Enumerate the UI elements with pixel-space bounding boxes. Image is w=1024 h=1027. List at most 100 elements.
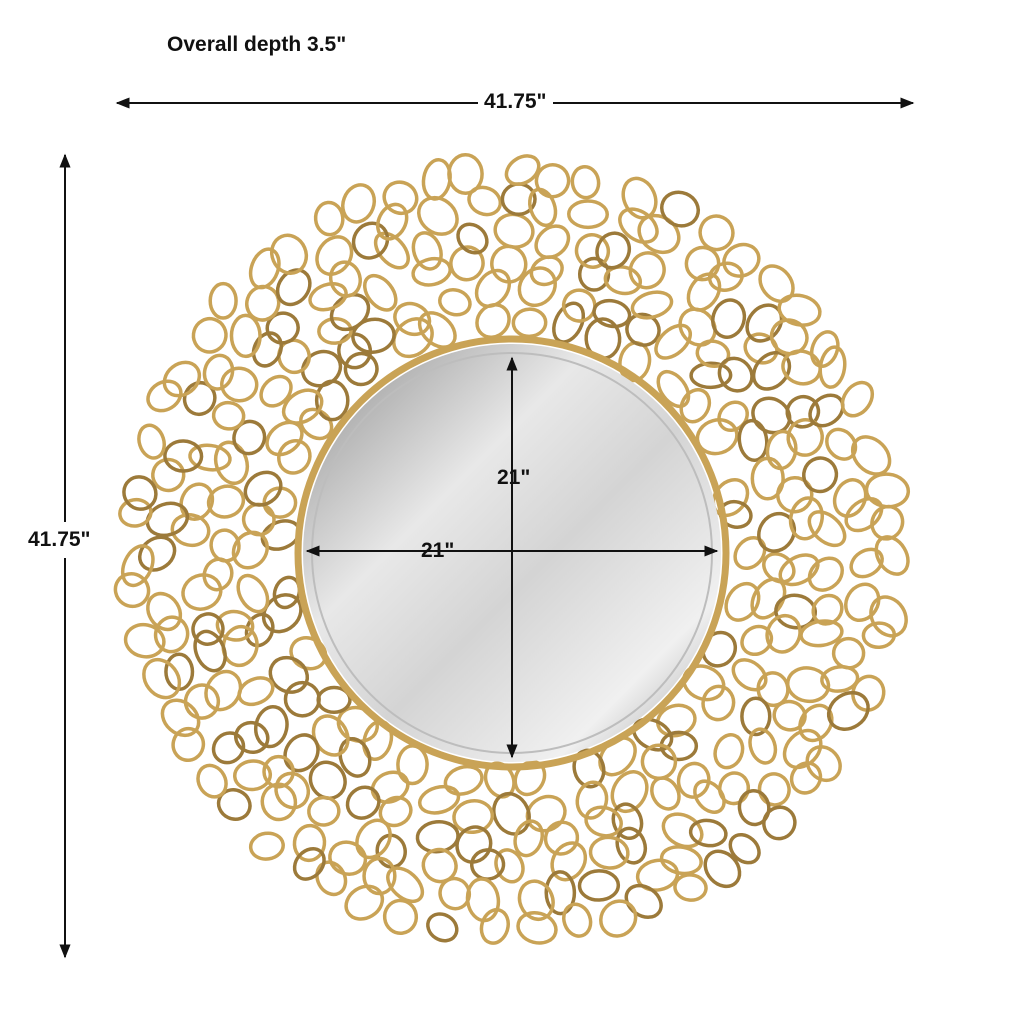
gold-loop	[807, 510, 847, 548]
gold-loop	[621, 176, 658, 220]
gold-loop	[122, 475, 158, 511]
gold-loop	[351, 317, 396, 354]
gold-loop	[844, 582, 881, 622]
gold-loop	[311, 714, 350, 757]
gold-loop	[137, 423, 166, 460]
gold-loop	[268, 655, 310, 694]
gold-loop	[209, 528, 241, 563]
gold-loop	[120, 544, 155, 588]
gold-loop	[449, 245, 485, 282]
gold-loop	[417, 311, 457, 349]
gold-loop	[438, 876, 472, 911]
gold-loop	[745, 303, 784, 343]
gold-loop	[864, 472, 911, 509]
gold-loop	[757, 511, 797, 553]
gold-loop	[259, 374, 293, 408]
gold-loop	[308, 282, 348, 312]
gold-loop	[701, 684, 736, 722]
gold-loop	[630, 290, 674, 320]
gold-loop	[493, 212, 535, 249]
gold-loop	[211, 731, 246, 765]
gold-loop	[494, 848, 525, 884]
gold-loop	[820, 665, 860, 693]
gold-loop	[315, 860, 348, 897]
gold-loop	[170, 513, 211, 548]
overall-depth-label: Overall depth 3.5"	[161, 33, 353, 57]
gold-loop	[438, 287, 472, 317]
gold-loop	[421, 847, 458, 884]
gold-loop	[362, 273, 398, 312]
gold-loop	[241, 502, 276, 537]
gold-loop	[844, 496, 884, 533]
gold-loop	[215, 609, 255, 642]
gold-loop	[281, 388, 324, 425]
gold-loop	[417, 784, 461, 815]
gold-loop	[376, 202, 409, 241]
gold-loop	[861, 621, 897, 650]
gold-loop	[260, 782, 298, 822]
gold-loop	[191, 316, 228, 354]
gold-loop	[142, 657, 182, 700]
gold-loop	[221, 624, 259, 668]
gold-loop	[762, 805, 797, 841]
gold-loop	[299, 407, 334, 441]
gold-loop	[772, 699, 807, 732]
gold-loop	[467, 185, 503, 217]
gold-loop	[688, 818, 728, 848]
gold-loop	[713, 733, 745, 770]
gold-loop	[618, 207, 659, 244]
gold-loop	[717, 400, 749, 433]
gold-loop	[751, 396, 792, 435]
gold-loop	[283, 680, 321, 718]
gold-loop	[213, 440, 250, 486]
gold-loop	[265, 311, 300, 345]
gold-loop	[592, 298, 632, 329]
gold-loop	[584, 805, 623, 838]
gold-loop	[552, 301, 586, 344]
gold-loop	[234, 720, 270, 755]
gold-loop	[807, 556, 844, 592]
gold-loop	[153, 615, 190, 654]
gold-loop	[183, 683, 221, 720]
gold-loop	[660, 190, 700, 228]
gold-loop	[382, 898, 419, 935]
gold-loop	[625, 312, 661, 347]
gold-loop	[825, 427, 858, 461]
gold-loop	[826, 690, 870, 731]
gold-loop	[595, 231, 632, 270]
gold-loop	[362, 856, 397, 896]
gold-loop	[370, 770, 410, 804]
gold-loop	[603, 265, 643, 296]
gold-loop	[778, 553, 820, 587]
gold-loop	[244, 612, 275, 648]
gold-loop	[475, 302, 511, 339]
gold-loop	[474, 268, 512, 308]
mirror-width-label: 21"	[421, 539, 455, 562]
gold-loop	[229, 313, 262, 359]
gold-loop	[163, 439, 204, 473]
gold-loop	[785, 394, 821, 429]
gold-loop	[550, 841, 588, 882]
gold-loop	[344, 884, 385, 921]
gold-loop	[534, 163, 571, 199]
gold-loop	[676, 761, 711, 799]
gold-loop	[777, 293, 822, 327]
gold-loop	[562, 902, 593, 938]
gold-loop	[724, 581, 761, 622]
gold-loop	[355, 818, 392, 860]
gold-loop	[684, 245, 721, 282]
gold-loop	[329, 292, 371, 332]
gold-loop	[840, 380, 875, 418]
gold-loop	[237, 676, 275, 707]
gold-loop	[635, 858, 680, 892]
gold-loop	[661, 812, 704, 849]
gold-loop	[138, 535, 177, 572]
gold-loop	[417, 195, 459, 236]
gold-loop	[123, 622, 166, 659]
gold-loop	[469, 848, 506, 881]
gold-loop	[610, 770, 649, 814]
gold-loop	[313, 200, 345, 237]
gold-loop	[504, 154, 541, 186]
gold-loop	[191, 612, 225, 646]
